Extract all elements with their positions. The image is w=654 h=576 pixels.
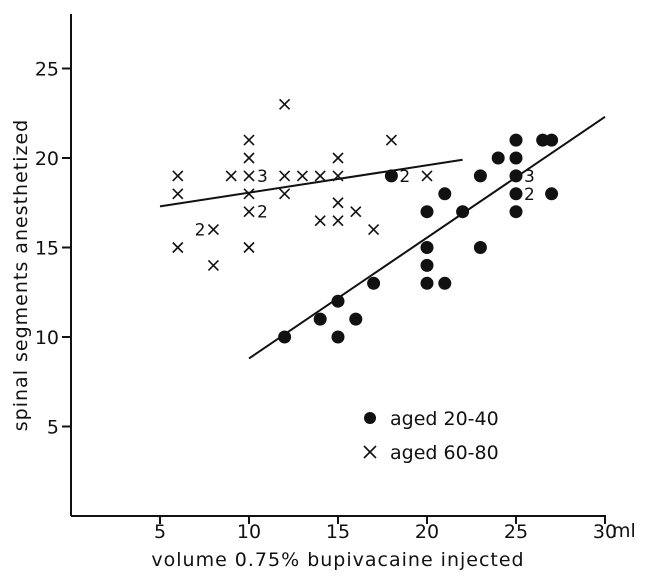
point-aged-20-40-1 xyxy=(313,312,327,326)
point-aged-20-40-22 xyxy=(536,133,550,147)
point-aged-60-80-22 xyxy=(350,206,362,218)
x-tick-label-30: 30 xyxy=(593,521,617,543)
count-label-aged-60-80-0: 2 xyxy=(195,221,206,241)
count-label-aged-20-40-1: 3 xyxy=(524,167,535,187)
point-aged-20-40-21 xyxy=(509,205,523,219)
point-aged-60-80-7 xyxy=(243,152,255,164)
count-label-aged-20-40-2: 2 xyxy=(524,185,535,205)
point-aged-60-80-2 xyxy=(172,241,184,254)
point-aged-60-80-25 xyxy=(421,170,433,182)
point-aged-20-40-6 xyxy=(384,169,398,183)
x-axis-label: volume 0.75% bupivacaine injected xyxy=(151,549,524,571)
data-points xyxy=(172,98,559,344)
point-aged-60-80-9 xyxy=(243,188,255,200)
point-aged-20-40-5 xyxy=(367,276,381,290)
x-tick-label-25: 25 xyxy=(504,521,528,543)
point-aged-20-40-18 xyxy=(509,151,523,165)
y-tick-label-20: 20 xyxy=(35,148,59,170)
legend-marker-aged-60-80 xyxy=(363,445,377,459)
point-aged-60-80-0 xyxy=(172,170,184,182)
point-aged-60-80-11 xyxy=(243,241,255,254)
point-aged-60-80-12 xyxy=(279,98,291,110)
point-aged-20-40-19 xyxy=(509,169,523,183)
point-aged-60-80-17 xyxy=(314,215,326,227)
y-tick-label-25: 25 xyxy=(35,59,59,81)
point-aged-20-40-7 xyxy=(420,205,434,219)
point-aged-20-40-17 xyxy=(509,133,523,147)
point-aged-20-40-16 xyxy=(491,151,505,165)
point-aged-20-40-10 xyxy=(420,276,434,290)
point-aged-20-40-9 xyxy=(420,258,434,272)
point-aged-60-80-10 xyxy=(243,206,255,218)
count-label-aged-60-80-1: 3 xyxy=(257,167,268,187)
axes xyxy=(70,14,606,517)
x-tick-label-5: 5 xyxy=(154,521,166,543)
legend: aged 20-40 aged 60-80 xyxy=(363,408,499,464)
point-aged-60-80-15 xyxy=(296,170,308,182)
point-aged-20-40-23 xyxy=(545,133,559,147)
fit-line-aged-20-40 xyxy=(248,116,606,360)
y-tick-label-15: 15 xyxy=(35,238,59,260)
point-aged-60-80-24 xyxy=(385,134,397,146)
point-aged-60-80-23 xyxy=(368,224,380,236)
point-aged-60-80-6 xyxy=(243,134,255,146)
point-aged-60-80-5 xyxy=(225,170,237,182)
point-aged-20-40-4 xyxy=(349,312,363,326)
point-aged-20-40-12 xyxy=(438,276,452,290)
point-aged-20-40-13 xyxy=(456,205,470,219)
count-label-aged-20-40-0: 2 xyxy=(399,167,410,187)
point-aged-20-40-0 xyxy=(278,330,292,344)
x-tick-label-10: 10 xyxy=(237,521,261,543)
point-aged-60-80-3 xyxy=(207,224,219,236)
y-tick-label-10: 10 xyxy=(35,327,59,349)
point-aged-60-80-21 xyxy=(332,215,344,227)
y-tick-label-5: 5 xyxy=(47,417,59,439)
point-aged-60-80-19 xyxy=(332,170,344,182)
x-tick-label-15: 15 xyxy=(326,521,350,543)
point-aged-20-40-8 xyxy=(420,241,434,254)
point-aged-60-80-14 xyxy=(279,188,291,200)
point-aged-60-80-1 xyxy=(172,188,184,200)
point-aged-60-80-8 xyxy=(243,170,255,182)
point-aged-60-80-18 xyxy=(332,152,344,164)
point-aged-20-40-3 xyxy=(331,330,345,344)
fit-line-aged-60-80 xyxy=(159,158,463,208)
tick-marks: 5 10 15 20 25 30 5 10 15 20 25 xyxy=(35,59,617,544)
count-label-aged-60-80-2: 2 xyxy=(257,203,268,223)
legend-marker-aged-20-40 xyxy=(364,412,376,424)
point-aged-60-80-16 xyxy=(314,170,326,182)
point-aged-20-40-24 xyxy=(545,187,559,201)
x-tick-label-20: 20 xyxy=(415,521,439,543)
point-aged-20-40-15 xyxy=(473,241,487,254)
x-unit-label: ml xyxy=(612,520,636,542)
point-aged-60-80-13 xyxy=(279,170,291,182)
point-aged-20-40-11 xyxy=(438,187,452,201)
point-aged-60-80-20 xyxy=(332,197,344,209)
fit-lines xyxy=(159,116,606,360)
y-axis-label: spinal segments anesthetized xyxy=(10,119,32,431)
point-aged-20-40-20 xyxy=(509,187,523,201)
point-aged-60-80-4 xyxy=(207,259,219,271)
point-aged-20-40-14 xyxy=(473,169,487,183)
point-aged-20-40-2 xyxy=(331,294,345,308)
legend-label-aged-20-40: aged 20-40 xyxy=(390,408,499,430)
legend-label-aged-60-80: aged 60-80 xyxy=(390,442,499,464)
